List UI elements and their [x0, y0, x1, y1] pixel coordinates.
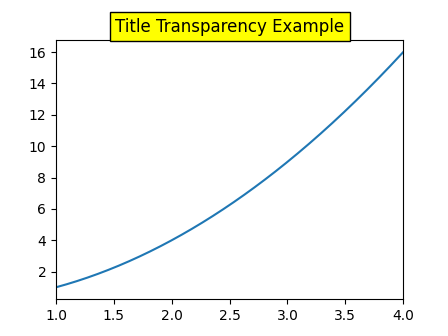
Title: Title Transparency Example: Title Transparency Example — [115, 18, 344, 36]
